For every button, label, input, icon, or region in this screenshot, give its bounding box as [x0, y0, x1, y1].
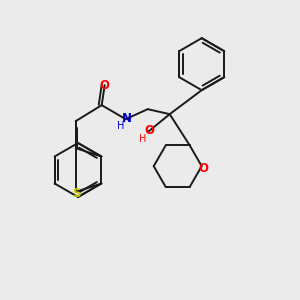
Text: O: O	[145, 124, 155, 137]
Text: H: H	[117, 121, 124, 131]
Text: S: S	[73, 187, 81, 200]
Text: O: O	[100, 79, 110, 92]
Text: H: H	[139, 134, 146, 144]
Text: O: O	[199, 162, 209, 175]
Text: N: N	[122, 112, 132, 125]
